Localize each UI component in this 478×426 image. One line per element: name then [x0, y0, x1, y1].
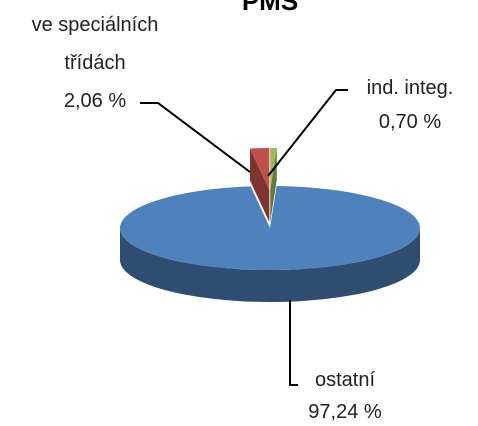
slice-label: ve speciálních třídách 2,06 % [5, 6, 185, 120]
value-label: 0,70 % [378, 111, 442, 133]
leader-line [267, 89, 348, 177]
category-label: ostatní [314, 369, 376, 391]
slice-label: ostatní 97,24 % [290, 364, 400, 426]
category-label: ve speciálních třídách [31, 14, 159, 74]
slice-side [120, 228, 420, 302]
category-label: ind. integ. [366, 77, 454, 99]
slice [119, 186, 420, 271]
value-label: 2,06 % [63, 90, 127, 112]
leader-line [140, 102, 251, 173]
chart-title: PMS [241, 0, 299, 16]
slice-label: ind. integ. 0,70 % [345, 71, 475, 139]
slice [249, 148, 270, 191]
value-label: 97,24 % [308, 401, 382, 423]
leader-line [289, 300, 298, 386]
slices [119, 148, 420, 302]
slice-side [249, 148, 270, 223]
